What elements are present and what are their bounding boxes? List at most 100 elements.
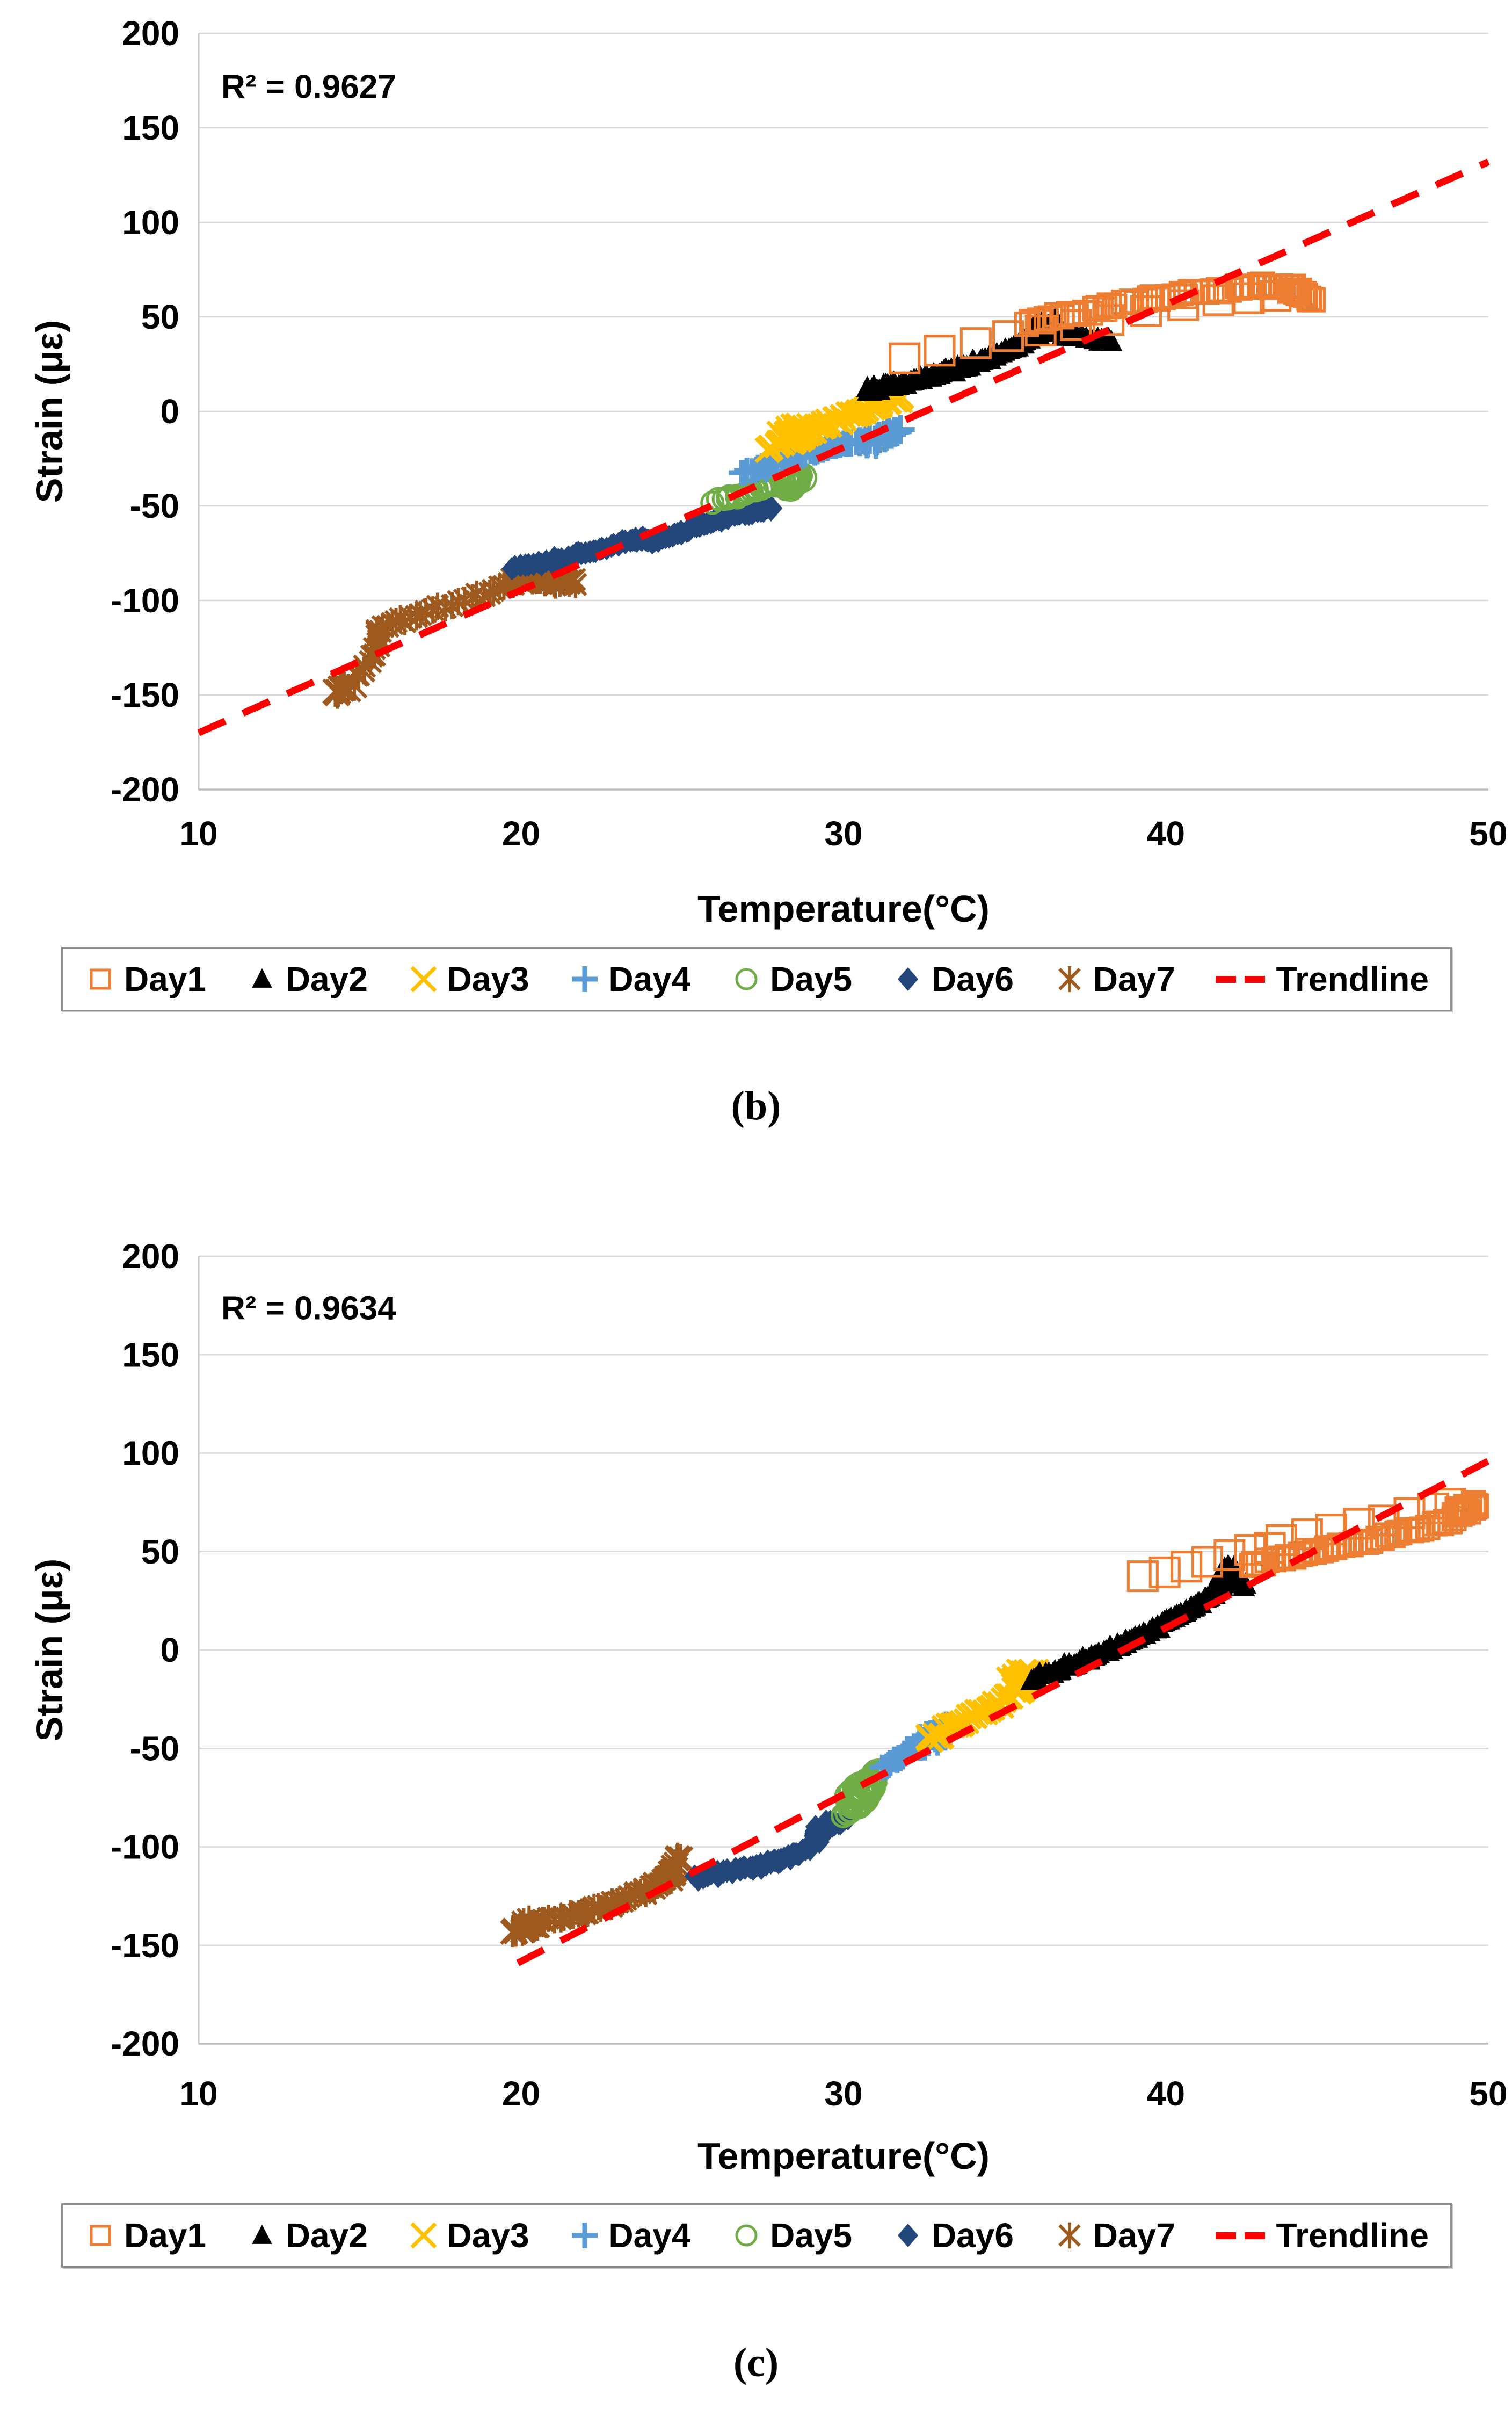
legend-label: Day7 [1093,2216,1175,2255]
day1-marker-icon [90,2225,111,2246]
trendline-dash-icon [1216,976,1266,983]
y-tick-label: 100 [122,203,179,242]
series-day2 [1020,1554,1256,1690]
y-tick-label: -50 [130,1729,180,1768]
circle-marker-icon [700,490,725,515]
y-tick-label: -100 [111,581,179,620]
day4-marker-icon [572,2223,598,2248]
day3-marker-icon [410,966,437,993]
legend-item-day7: Day7 [1053,2216,1175,2255]
legend-item-day7: Day7 [1053,959,1175,999]
x-tick-label: 50 [1469,2074,1507,2113]
series-day7 [500,1842,694,1947]
x-marker-icon [410,2222,437,2249]
square-marker-icon [1202,284,1234,316]
square-marker-icon [1130,295,1162,327]
y-tick-label: -150 [111,1926,179,1965]
legend-label: Day4 [608,2216,691,2255]
circle-marker-icon [853,1767,886,1800]
y-axis-title: Strain (με) [28,1559,70,1742]
y-tick-label: -200 [111,2024,179,2063]
trendline-dash-icon [1216,2232,1266,2239]
y-tick-label: -50 [130,487,180,525]
diamond-marker-icon [897,967,918,991]
square-marker-icon [959,327,992,359]
y-tick-label: 50 [141,1532,179,1571]
plus-marker-icon [572,2223,598,2248]
square-marker-icon [1060,309,1092,341]
day6-marker-icon [897,2224,918,2247]
legend-item-day5: Day5 [730,959,852,999]
square-marker-icon [1148,1556,1181,1588]
legend-label: Day5 [770,960,853,998]
x-tick-label: 40 [1147,2074,1185,2113]
day4-marker-icon [572,966,598,992]
legend-item-day3: Day3 [408,2216,529,2255]
legend-item-trendline: Trendline [1215,2216,1429,2255]
legend-label: Trendline [1276,2216,1429,2255]
legend-label: Day3 [447,2216,529,2255]
y-tick-label: 0 [160,392,179,431]
x-tick-label: 20 [502,2074,540,2113]
r-squared-label: R² = 0.9634 [221,1290,396,1327]
legend-item-day5: Day5 [730,2216,852,2255]
square-marker-icon [1462,1493,1488,1518]
series-day7 [322,560,587,709]
square-marker-icon [1260,280,1292,312]
legend-label: Day2 [285,2216,368,2255]
legend-item-day3: Day3 [408,959,529,999]
square-marker-icon [992,320,1024,352]
triangle-marker-icon [1100,329,1123,351]
legend-item-day1: Day1 [84,959,206,999]
square-marker-icon [1291,1518,1323,1551]
triangle-marker-icon [252,968,272,988]
series-day1 [1126,1488,1489,1593]
y-tick-label: 0 [160,1631,179,1669]
caption-c: (c) [733,2340,779,2385]
square-marker-icon [1460,1490,1486,1516]
diamond-marker-icon [897,2224,918,2247]
triangle-marker-icon [252,2224,272,2244]
legend-label: Day1 [124,960,206,998]
square-marker-icon [1167,289,1200,321]
y-tick-label: 150 [122,108,179,147]
series-day6 [684,1807,859,1892]
legend-chart-c: Day1 Day2 Day3 Day4 Day5 Day6 Day7 Trendline [61,2203,1452,2268]
circle-marker-icon [735,2224,758,2247]
legend-label: Day3 [447,960,529,998]
day5-marker-icon [735,2224,758,2247]
legend-label: Day7 [1093,960,1175,998]
y-tick-label: -200 [111,770,179,809]
plus-marker-icon [572,966,598,992]
square-marker-icon [90,2225,111,2246]
y-axis-title: Strain (με) [28,320,70,503]
day5-marker-icon [735,968,758,990]
y-tick-label: -100 [111,1828,179,1866]
circle-marker-icon [735,968,758,990]
square-marker-icon [1233,282,1265,314]
star-marker-icon [665,1842,690,1872]
square-marker-icon [1028,309,1054,335]
series-day3 [754,383,915,464]
day7-marker-icon [1058,2222,1081,2249]
plot-area-c [500,1458,1490,1966]
legend-item-day6: Day6 [892,959,1014,999]
legend-label: Day6 [931,960,1014,998]
square-marker-icon [1191,1546,1224,1578]
legend-item-day6: Day6 [892,2216,1014,2255]
y-tick-label: 100 [122,1434,179,1473]
square-marker-icon [1380,1523,1406,1548]
day2-marker-icon [252,968,272,988]
legend-item-trendline: Trendline [1215,959,1429,999]
legend-item-day2: Day2 [246,959,368,999]
square-marker-icon [1126,1560,1159,1593]
day6-marker-icon [897,967,918,991]
diamond-marker-icon [761,496,782,520]
r-squared-label: R² = 0.9627 [221,69,396,106]
x-tick-label: 10 [179,2074,217,2113]
x-tick-label: 40 [1147,814,1185,853]
x-tick-label: 50 [1469,814,1507,853]
caption-b: (b) [731,1083,781,1128]
x-axis-title: Temperature(°C) [697,888,990,930]
